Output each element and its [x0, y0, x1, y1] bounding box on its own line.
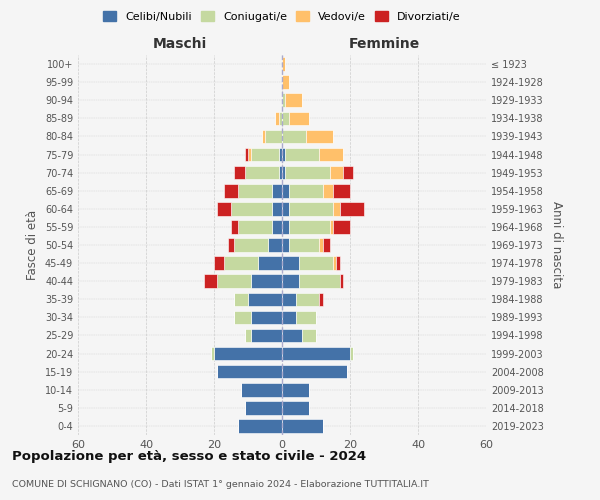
Bar — [262, 130, 265, 143]
Bar — [282, 220, 289, 234]
Bar — [333, 256, 337, 270]
Bar — [282, 274, 299, 288]
Bar — [278, 112, 282, 125]
Bar — [282, 328, 302, 342]
Bar — [251, 328, 282, 342]
Bar — [204, 274, 217, 288]
Bar — [289, 220, 329, 234]
Bar — [224, 184, 238, 198]
Bar — [214, 347, 282, 360]
Bar — [343, 166, 353, 179]
Bar — [282, 310, 296, 324]
Bar — [235, 310, 251, 324]
Bar — [241, 383, 282, 396]
Bar — [282, 58, 286, 71]
Bar — [272, 220, 282, 234]
Bar — [238, 220, 272, 234]
Bar — [278, 148, 282, 162]
Bar — [337, 256, 340, 270]
Bar — [251, 310, 282, 324]
Bar — [235, 166, 245, 179]
Bar — [289, 112, 309, 125]
Bar — [333, 220, 350, 234]
Bar — [245, 166, 278, 179]
Bar — [296, 292, 319, 306]
Bar — [282, 94, 286, 107]
Bar — [231, 220, 238, 234]
Y-axis label: Fasce di età: Fasce di età — [26, 210, 39, 280]
Bar — [319, 148, 343, 162]
Bar — [289, 184, 323, 198]
Bar — [238, 419, 282, 432]
Text: COMUNE DI SCHIGNANO (CO) - Dati ISTAT 1° gennaio 2024 - Elaborazione TUTTITALIA.: COMUNE DI SCHIGNANO (CO) - Dati ISTAT 1°… — [12, 480, 429, 489]
Bar — [282, 383, 309, 396]
Bar — [238, 184, 272, 198]
Bar — [282, 184, 289, 198]
Bar — [278, 166, 282, 179]
Bar — [340, 202, 364, 215]
Bar — [258, 256, 282, 270]
Bar — [333, 202, 340, 215]
Bar — [235, 238, 268, 252]
Bar — [289, 202, 333, 215]
Bar — [282, 148, 286, 162]
Y-axis label: Anni di nascita: Anni di nascita — [550, 202, 563, 288]
Text: Femmine: Femmine — [349, 38, 419, 52]
Bar — [319, 238, 323, 252]
Bar — [289, 238, 319, 252]
Bar — [282, 256, 299, 270]
Bar — [282, 76, 289, 89]
Bar — [282, 292, 296, 306]
Text: Maschi: Maschi — [153, 38, 207, 52]
Bar — [286, 148, 319, 162]
Bar — [299, 274, 340, 288]
Bar — [302, 328, 316, 342]
Bar — [350, 347, 353, 360]
Bar — [282, 347, 350, 360]
Bar — [282, 401, 309, 414]
Bar — [282, 365, 347, 378]
Bar — [248, 148, 251, 162]
Bar — [224, 256, 258, 270]
Bar — [231, 202, 272, 215]
Bar — [251, 148, 278, 162]
Bar — [217, 202, 231, 215]
Bar — [235, 292, 248, 306]
Text: Popolazione per età, sesso e stato civile - 2024: Popolazione per età, sesso e stato civil… — [12, 450, 366, 463]
Bar — [214, 256, 224, 270]
Bar — [306, 130, 333, 143]
Bar — [282, 130, 306, 143]
Bar — [275, 112, 278, 125]
Bar — [265, 130, 282, 143]
Bar — [296, 310, 316, 324]
Bar — [329, 220, 333, 234]
Bar — [227, 238, 235, 252]
Bar — [282, 419, 323, 432]
Bar — [272, 184, 282, 198]
Bar — [268, 238, 282, 252]
Bar — [282, 238, 289, 252]
Bar — [282, 166, 286, 179]
Bar — [251, 274, 282, 288]
Bar — [217, 274, 251, 288]
Bar — [272, 202, 282, 215]
Bar — [286, 94, 302, 107]
Bar — [299, 256, 333, 270]
Bar — [282, 112, 289, 125]
Bar — [245, 401, 282, 414]
Bar — [217, 365, 282, 378]
Bar — [286, 166, 329, 179]
Bar — [248, 292, 282, 306]
Bar — [323, 238, 329, 252]
Bar — [211, 347, 214, 360]
Bar — [319, 292, 323, 306]
Legend: Celibi/Nubili, Coniugati/e, Vedovi/e, Divorziati/e: Celibi/Nubili, Coniugati/e, Vedovi/e, Di… — [100, 8, 464, 25]
Bar — [245, 148, 248, 162]
Bar — [245, 328, 251, 342]
Bar — [329, 166, 343, 179]
Bar — [282, 202, 289, 215]
Bar — [340, 274, 343, 288]
Bar — [323, 184, 333, 198]
Bar — [333, 184, 350, 198]
